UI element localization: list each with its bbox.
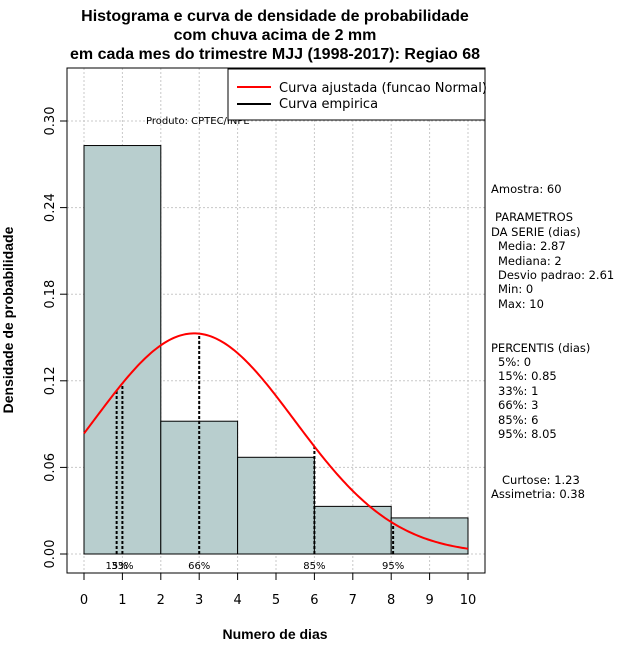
stat-p15: 15%: 0.85: [498, 369, 557, 383]
x-tick-label: 3: [195, 593, 203, 608]
empirical-percentile-lines: [115, 333, 395, 554]
y-tick-label: 0.12: [43, 366, 58, 395]
stats-panel: Amostra: 60 PARAMETROS DA SERIE (dias) M…: [491, 182, 614, 501]
stat-mean: Media: 2.87: [498, 239, 566, 253]
stat-p5: 5%: 0: [498, 355, 531, 369]
legend-box: [227, 68, 486, 121]
chart-title-line-2: com chuva acima de 2 mm: [174, 27, 377, 44]
y-tick-label: 0.30: [43, 107, 58, 136]
x-tick-label: 6: [310, 593, 318, 608]
x-tick-label: 1: [118, 593, 126, 608]
percentile-label-33pct: 33%: [111, 561, 133, 572]
x-tick-label: 0: [80, 593, 88, 608]
chart-title-line-1: Histograma e curva de densidade de proba…: [81, 8, 469, 25]
stat-max: Max: 10: [498, 297, 544, 311]
stat-p33: 33%: 1: [498, 384, 538, 398]
stat-p95: 95%: 8.05: [498, 427, 557, 441]
y-axis-title: Densidade de probabilidade: [0, 226, 16, 413]
x-tick-label: 10: [460, 593, 477, 608]
percentile-labels: 15%33% 66% 85% 95%: [106, 561, 405, 572]
x-tick-label: 5: [272, 593, 280, 608]
histogram-bar-5: [390, 517, 469, 555]
x-tick-label: 9: [425, 593, 433, 608]
histogram-bar-1: [83, 145, 162, 555]
y-tick-label: 0.00: [43, 540, 58, 569]
chart-title-line-3: em cada mes do trimestre MJJ (1998-2017)…: [70, 46, 480, 63]
stat-percentiles-heading: PERCENTIS (dias): [491, 341, 590, 355]
legend: Curva ajustada (funcao Normal) Curva emp…: [227, 68, 487, 121]
x-tick-label: 8: [387, 593, 395, 608]
legend-label-fitted: Curva ajustada (funcao Normal): [279, 81, 487, 96]
stat-kurtosis: Curtose: 1.23: [502, 473, 580, 487]
x-tick-label: 4: [233, 593, 241, 608]
histogram-bar-3: [237, 456, 315, 555]
y-tick-label: 0.24: [43, 193, 58, 222]
y-axis: 0.00 0.06 0.12 0.18 0.24 0.30: [43, 107, 67, 569]
x-tick-label: 7: [349, 593, 357, 608]
fitted-normal-curve: [83, 332, 469, 550]
percentile-label-85pct: 85%: [303, 561, 325, 572]
product-label: Produto: CPTEC/INPE: [146, 116, 250, 127]
stat-sample: Amostra: 60: [491, 182, 562, 196]
stat-min: Min: 0: [498, 282, 533, 296]
stat-params-heading: PARAMETROS: [495, 210, 573, 224]
y-tick-label: 0.06: [43, 453, 58, 482]
stat-median: Mediana: 2: [498, 254, 562, 268]
stat-p66: 66%: 3: [498, 398, 538, 412]
percentile-label-15pct: 15%: [106, 561, 128, 572]
stat-params-subheading: DA SERIE (dias): [491, 225, 581, 239]
legend-label-empirical: Curva empirica: [279, 97, 378, 112]
percentile-label-95pct: 95%: [382, 561, 404, 572]
percentile-label-66pct: 66%: [188, 561, 210, 572]
stat-p85: 85%: 6: [498, 413, 538, 427]
x-tick-label: 2: [157, 593, 165, 608]
x-axis-title: Numero de dias: [222, 626, 327, 642]
stat-skewness: Assimetria: 0.38: [491, 487, 585, 501]
y-tick-label: 0.18: [43, 280, 58, 309]
x-axis: 0 1 2 3 4 5 6 7 8 9 10: [80, 573, 476, 608]
stat-sd: Desvio padrao: 2.61: [498, 268, 614, 282]
